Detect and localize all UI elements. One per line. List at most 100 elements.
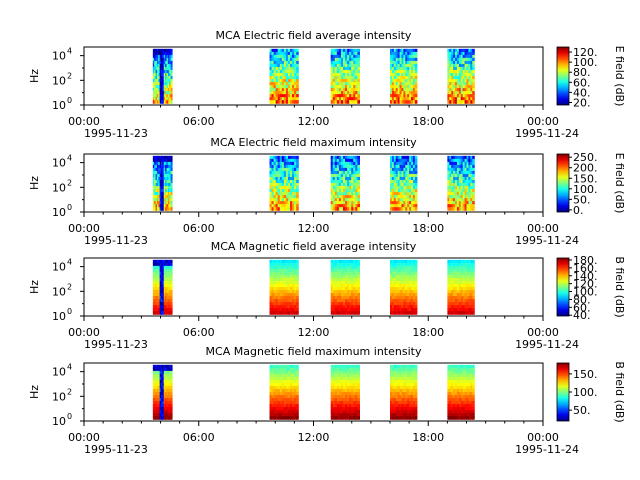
colorbar-label: E field (dB) xyxy=(613,46,626,107)
spectrogram-cell xyxy=(161,158,164,163)
spectrogram-cell xyxy=(349,392,352,396)
spectrogram-cell xyxy=(357,277,360,282)
spectrogram-cell xyxy=(162,201,165,205)
spectrogram-cell xyxy=(393,305,397,309)
spectrogram-cell xyxy=(292,192,295,196)
spectrogram-cell xyxy=(466,88,470,92)
spectrogram-cell xyxy=(456,60,460,65)
spectrogram-cell xyxy=(334,167,338,172)
spectrogram-cell xyxy=(403,265,406,270)
spectrogram-cell xyxy=(296,265,299,270)
spectrogram-cell xyxy=(290,204,293,208)
spectrogram-cell xyxy=(451,274,454,279)
spectrogram-cell xyxy=(275,91,279,95)
spectrogram-cell xyxy=(271,192,275,196)
colorbar-tick-label: 180. xyxy=(573,254,598,267)
spectrogram-cell xyxy=(390,265,393,270)
spectrogram-cell xyxy=(283,88,287,92)
spectrogram-cell xyxy=(334,94,338,98)
spectrogram-cell xyxy=(391,69,395,74)
spectrogram-cell xyxy=(281,283,285,288)
spectrogram-cell xyxy=(338,79,342,83)
spectrogram-cell xyxy=(451,170,454,175)
spectrogram-cell xyxy=(334,404,338,408)
spectrogram-cell xyxy=(453,176,456,181)
spectrogram-cell xyxy=(407,158,410,163)
spectrogram-cell xyxy=(393,170,397,175)
spectrogram-cell xyxy=(451,311,454,315)
spectrogram-cell xyxy=(401,51,404,56)
spectrogram-cell xyxy=(409,173,412,178)
spectrogram-cell xyxy=(275,367,279,372)
spectrogram-cell xyxy=(412,54,416,59)
spectrogram-cell xyxy=(357,302,360,306)
spectrogram-cell xyxy=(334,259,338,264)
spectrogram-cell xyxy=(156,395,159,399)
spectrogram-cell xyxy=(395,198,399,202)
spectrogram-cell xyxy=(334,364,338,369)
spectrogram-cell xyxy=(281,94,285,98)
spectrogram-cell xyxy=(357,76,360,80)
spectrogram-cell xyxy=(165,287,168,291)
spectrogram-cell xyxy=(334,280,338,285)
spectrogram-cell xyxy=(343,155,346,160)
spectrogram-cell xyxy=(397,85,401,89)
spectrogram-cell xyxy=(163,287,166,291)
spectrogram-cell xyxy=(165,79,168,83)
spectrogram-cell xyxy=(163,207,166,211)
spectrogram-cell xyxy=(412,88,416,92)
spectrogram-cell xyxy=(343,176,346,181)
spectrogram-cell xyxy=(357,283,360,288)
spectrogram-cell xyxy=(357,376,360,381)
spectrogram-cell xyxy=(407,287,410,291)
spectrogram-cell xyxy=(152,97,155,101)
spectrogram-cell xyxy=(336,268,340,273)
spectrogram-cell xyxy=(412,66,416,71)
spectrogram-cell xyxy=(296,204,299,208)
spectrogram-cell xyxy=(273,183,277,187)
spectrogram-cell xyxy=(472,207,475,211)
spectrogram-cell xyxy=(403,373,406,378)
spectrogram-cell xyxy=(395,201,399,205)
spectrogram-cell xyxy=(407,164,410,169)
spectrogram-cell xyxy=(343,280,346,285)
spectrogram-cell xyxy=(345,195,348,199)
spectrogram-cell xyxy=(165,97,168,101)
spectrogram-cell xyxy=(279,280,283,285)
spectrogram-cell xyxy=(397,392,401,396)
spectrogram-cell xyxy=(279,155,283,160)
spectrogram-cell xyxy=(411,94,414,98)
spectrogram-cell xyxy=(462,259,466,264)
spectrogram-cell xyxy=(273,63,277,68)
spectrogram-cell xyxy=(292,296,295,300)
spectrogram-cell xyxy=(458,161,462,166)
spectrogram-cell xyxy=(283,66,287,71)
spectrogram-cell xyxy=(397,155,401,160)
spectrogram-cell xyxy=(391,54,395,59)
spectrogram-cell xyxy=(466,85,470,89)
spectrogram-cell xyxy=(351,280,354,285)
spectrogram-cell xyxy=(464,207,468,211)
spectrogram-cell xyxy=(156,48,159,53)
spectrogram-cell xyxy=(464,60,468,65)
spectrogram-cell xyxy=(273,404,277,408)
spectrogram-cell xyxy=(156,367,159,372)
spectrogram-cell xyxy=(357,63,360,68)
spectrogram-cell xyxy=(277,385,281,390)
spectrogram-cell xyxy=(460,186,464,190)
spectrogram-cell xyxy=(290,155,293,160)
spectrogram-cell xyxy=(466,63,470,68)
spectrogram-cell xyxy=(167,311,170,315)
spectrogram-cell xyxy=(455,183,458,187)
spectrogram-cell xyxy=(411,262,414,267)
spectrogram-cell xyxy=(472,155,475,160)
spectrogram-cell xyxy=(271,410,275,414)
spectrogram-cell xyxy=(399,373,403,378)
spectrogram-cell xyxy=(169,54,172,59)
spectrogram-cell xyxy=(159,302,162,306)
spectrogram-cell xyxy=(455,176,458,181)
spectrogram-cell xyxy=(355,183,358,187)
spectrogram-cell xyxy=(283,259,287,264)
spectrogram-cell xyxy=(296,94,299,98)
spectrogram-cell xyxy=(156,398,159,402)
